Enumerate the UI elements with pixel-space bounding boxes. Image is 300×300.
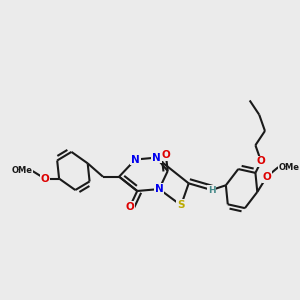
- Text: OMe: OMe: [278, 163, 299, 172]
- Text: O: O: [125, 202, 134, 212]
- Text: N: N: [155, 184, 164, 194]
- Text: H: H: [208, 185, 215, 194]
- Text: O: O: [262, 172, 271, 182]
- Text: OMe: OMe: [11, 167, 32, 176]
- Text: O: O: [40, 174, 49, 184]
- Text: O: O: [161, 150, 170, 160]
- Text: N: N: [152, 153, 161, 163]
- Text: O: O: [257, 156, 266, 167]
- Text: S: S: [177, 200, 185, 210]
- Text: N: N: [131, 154, 140, 164]
